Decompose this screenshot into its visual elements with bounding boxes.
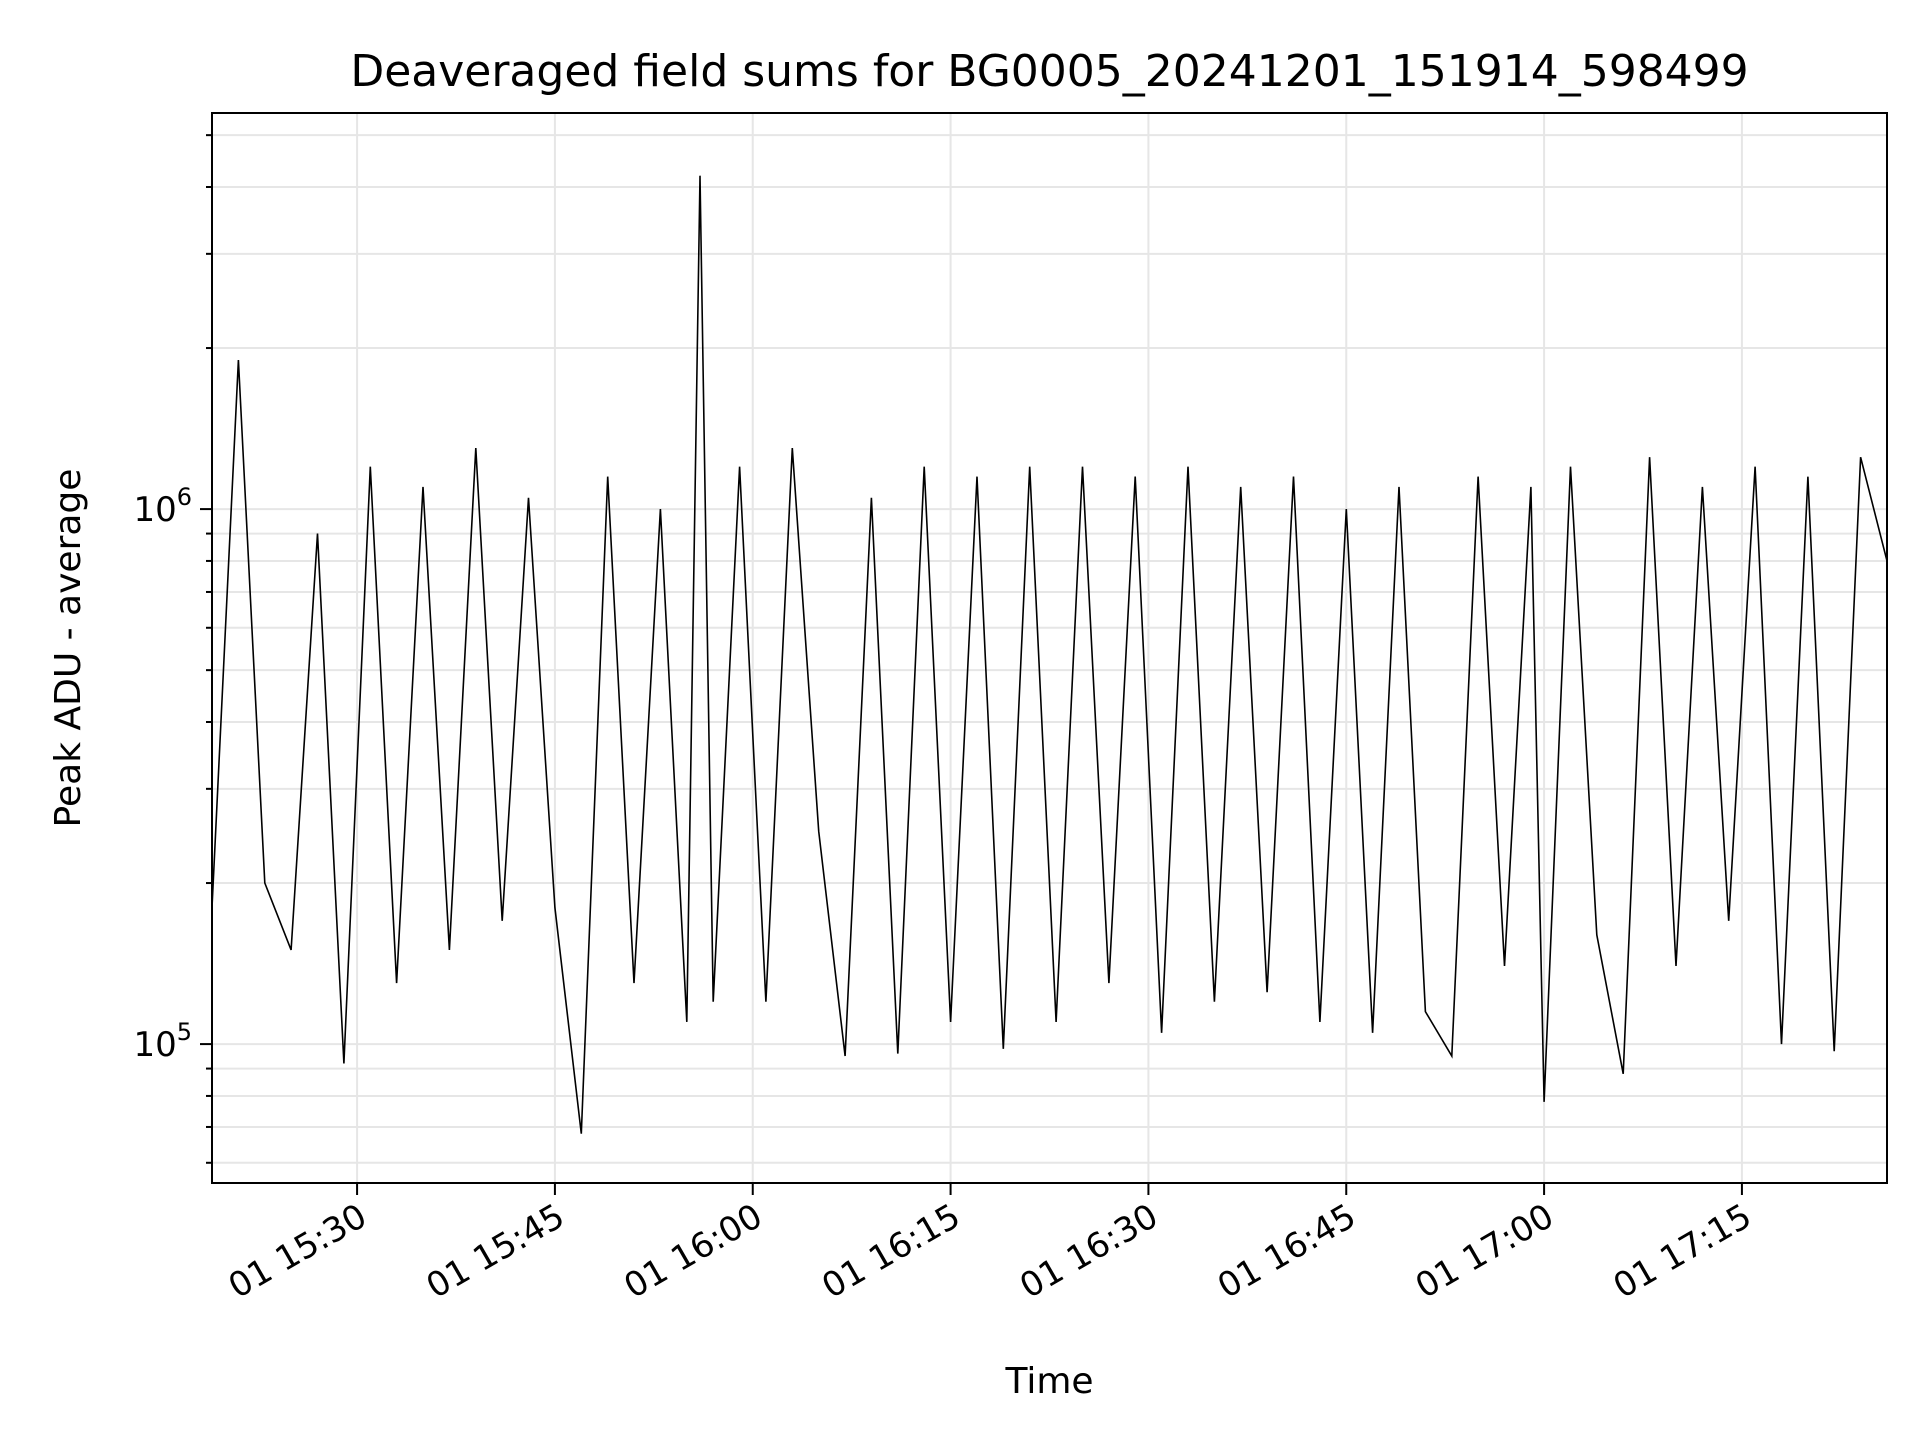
series-line xyxy=(211,175,1888,1134)
y-axis-label: Peak ADU - average xyxy=(48,469,89,828)
y-tick-label: 105 xyxy=(133,1018,192,1065)
chart-title: Deaveraged field sums for BG0005_2024120… xyxy=(350,46,1748,97)
series-layer xyxy=(211,175,1888,1134)
y-tick-label: 106 xyxy=(133,483,192,530)
x-axis-label: Time xyxy=(1004,1361,1093,1402)
plot-frame xyxy=(211,112,1888,1184)
grid xyxy=(212,113,1887,1183)
